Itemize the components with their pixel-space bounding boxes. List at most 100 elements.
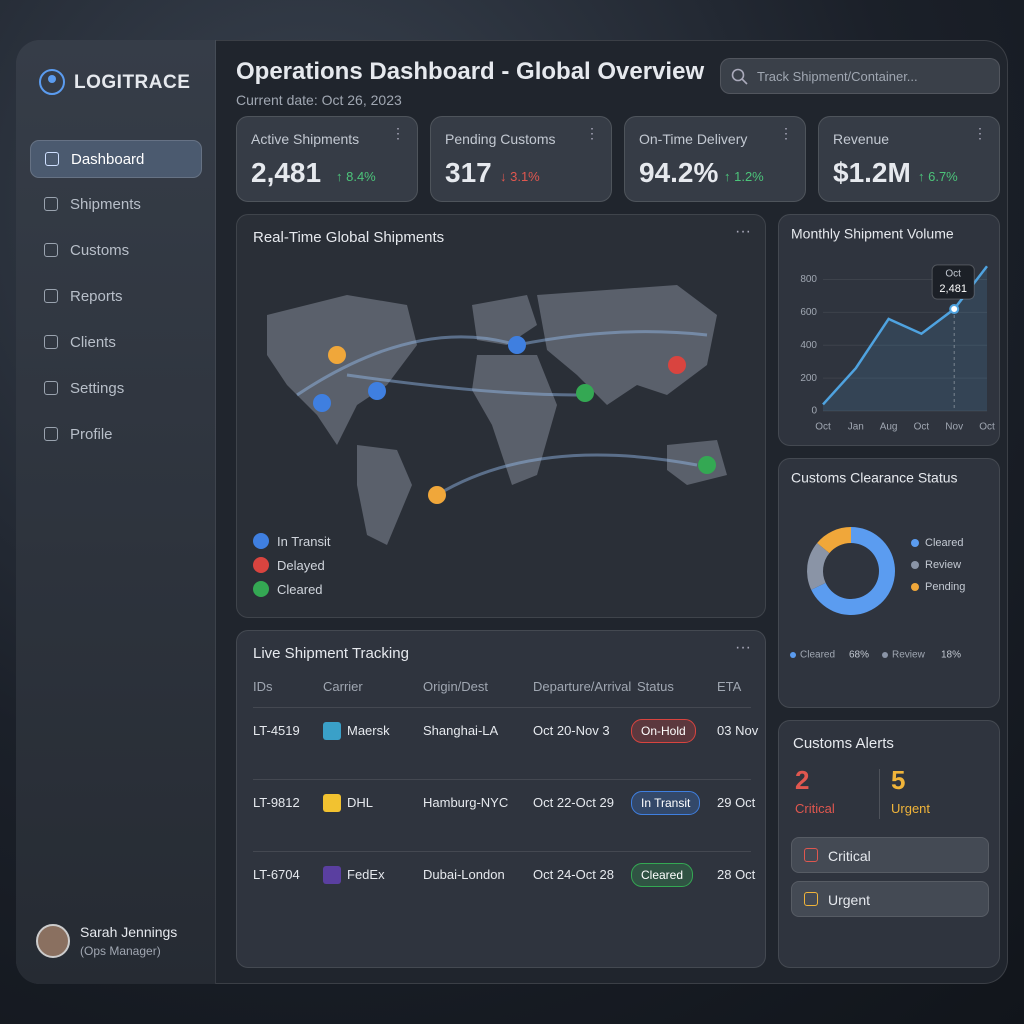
carrier-name: DHL [347, 795, 374, 810]
user-name: Sarah Jennings [80, 924, 178, 940]
y-tick-label: 0 [811, 406, 817, 417]
x-tick-label: Nov [945, 422, 963, 433]
cell: Oct 20-Nov 3 [533, 723, 610, 738]
cell: 28 Oct [717, 867, 756, 882]
nav-label: Shipments [70, 196, 141, 213]
sidebar: LOGITRACE Sarah Jennings (Ops Manager) D… [16, 40, 216, 984]
nav-item[interactable]: Clients [30, 324, 202, 362]
column-header: Carrier [323, 679, 363, 694]
shipment-markers [313, 336, 716, 504]
alert-item[interactable]: Urgent [791, 881, 989, 917]
nav-icon [44, 289, 58, 303]
cell: Oct 24-Oct 28 [533, 867, 614, 882]
kpi-change: ↓ 3.1% [500, 169, 540, 184]
more-menu[interactable]: ⋮ [585, 125, 599, 141]
line-area [823, 266, 987, 411]
kpi-value: 317 [445, 157, 492, 188]
nav-item[interactable]: Customs [30, 232, 202, 270]
y-tick-label: 600 [800, 307, 817, 318]
donut-segment [807, 542, 830, 590]
nav-label: Profile [70, 426, 113, 443]
search-icon [731, 68, 748, 85]
nav-label: Settings [70, 380, 125, 397]
user-role: (Ops Manager) [80, 944, 161, 958]
point [949, 304, 960, 315]
cell: Dubai-London [423, 867, 505, 882]
cell: Oct 22-Oct 29 [533, 795, 614, 810]
cell: LT-9812 [253, 795, 300, 810]
map-title: Real-Time Global Shipments [253, 229, 445, 246]
cell: Hamburg-NYC [423, 795, 509, 810]
more-menu[interactable]: ··· [735, 223, 751, 240]
legend-label: Cleared [277, 582, 323, 597]
search-placeholder: Track Shipment/Container... [757, 69, 918, 84]
nav-label: Clients [70, 334, 116, 351]
legend-dot [253, 557, 269, 573]
brand-logo [39, 69, 65, 95]
legend-label: In Transit [277, 534, 331, 549]
brand-name: LOGITRACE [74, 72, 191, 93]
column-header: IDs [253, 679, 273, 694]
carrier-name: FedEx [347, 867, 385, 882]
more-menu[interactable]: ⋮ [391, 125, 405, 141]
value-label: 18% [941, 650, 961, 661]
value-category: Cleared [800, 650, 835, 661]
chart-title: Monthly Shipment Volume [791, 226, 954, 242]
kpi-value: $1.2M [833, 157, 911, 188]
value-category: Review [892, 650, 926, 661]
nav-item[interactable]: Settings [30, 370, 202, 408]
nav-label: Customs [70, 242, 130, 259]
nav-item[interactable]: Shipments [30, 186, 202, 224]
kpi-value: 2,481 [251, 157, 322, 188]
more-menu[interactable]: ⋮ [973, 125, 987, 141]
legend-dot [253, 533, 269, 549]
cell: LT-4519 [253, 723, 300, 738]
alert-count: 5 [891, 765, 906, 795]
nav-item[interactable]: Profile [30, 416, 202, 454]
nav-icon [44, 197, 58, 211]
more-menu[interactable]: ⋮ [779, 125, 793, 141]
world-map [267, 285, 727, 545]
nav-icon [44, 427, 58, 441]
legend-dot [911, 561, 919, 569]
x-tick-label: Oct [914, 422, 930, 433]
alert-count-label: Urgent [891, 801, 931, 816]
alert-item[interactable]: Critical [791, 837, 989, 873]
nav-label: Reports [70, 288, 123, 305]
cell: LT-6704 [253, 867, 300, 882]
nav-item[interactable]: Dashboard [30, 140, 202, 178]
alert-label: Critical [828, 848, 871, 864]
kpi-card: On-Time Delivery ⋮ 94.2% ↑ 1.2% [624, 116, 806, 202]
search-box[interactable]: Track Shipment/Container... [720, 58, 1000, 94]
map-legend: In Transit Delayed Cleared [253, 533, 453, 613]
y-tick-label: 800 [800, 274, 817, 285]
page-title: Operations Dashboard - Global Overview [236, 58, 705, 85]
more-menu[interactable]: ··· [735, 639, 751, 656]
kpi-card: Revenue ⋮ $1.2M ↑ 6.7% [818, 116, 1000, 202]
map-panel: Real-Time Global Shipments ··· In Transi… [236, 214, 766, 618]
alert-count-label: Critical [795, 801, 835, 816]
status-pill: On-Hold [631, 719, 696, 743]
column-header: Origin/Dest [423, 679, 489, 694]
donut-segment [817, 527, 851, 554]
tooltip [931, 264, 975, 300]
x-tick-label: Jan [848, 422, 864, 433]
clearance-chart: Customs Clearance Status Cleared Review Pen… [790, 470, 965, 661]
kpi-label: Pending Customs [445, 131, 556, 147]
column-header: ETA [717, 679, 742, 694]
nav-item[interactable]: Reports [30, 278, 202, 316]
row-divider [253, 779, 751, 780]
volume-card: Monthly Shipment Volume 0 200 400 600 800 Oct J… [778, 214, 1000, 446]
status-pill: Cleared [631, 863, 694, 887]
kpi-label: On-Time Delivery [639, 131, 748, 147]
legend-label: Review [925, 559, 961, 571]
kpi-value: 94.2% [639, 157, 719, 188]
kpi-change: ↑ 6.7% [918, 169, 958, 184]
chart-title: Customs Clearance Status [791, 470, 958, 486]
x-tick-label: Oct [979, 422, 995, 433]
value-label: 68% [849, 650, 869, 661]
legend-dot [911, 583, 919, 591]
column-header: Status [637, 679, 674, 694]
line-series [822, 265, 988, 406]
